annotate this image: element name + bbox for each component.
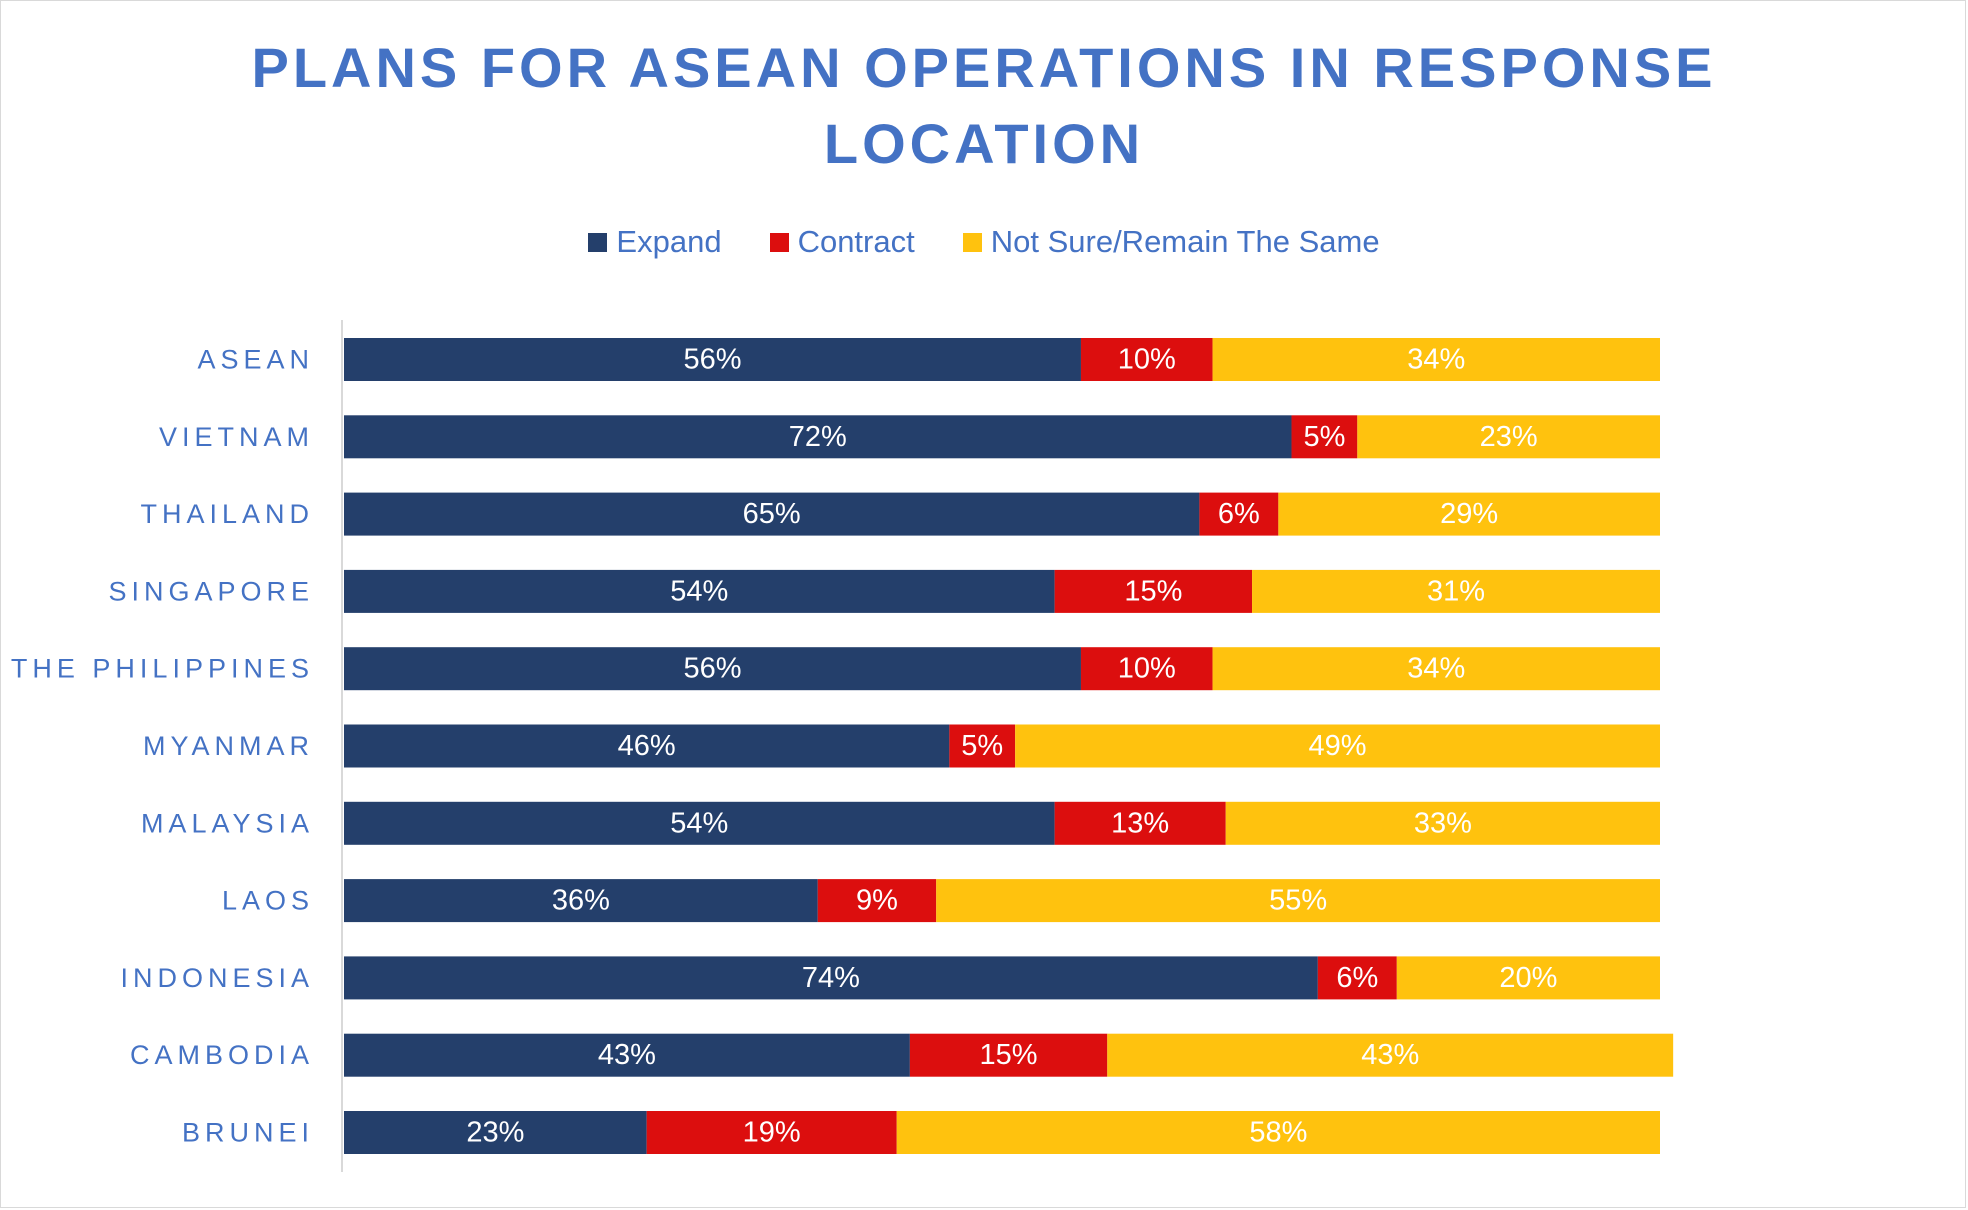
data-label-not-sure-remain-the-same-myanmar: 49% bbox=[1309, 730, 1367, 762]
data-label-contract-cambodia: 15% bbox=[980, 1039, 1038, 1071]
data-label-not-sure-remain-the-same-laos: 55% bbox=[1269, 885, 1327, 917]
bar-not-sure-remain-the-same-thailand bbox=[1278, 492, 1660, 536]
bar-contract-thailand bbox=[1199, 492, 1279, 536]
data-label-expand-brunei: 23% bbox=[466, 1117, 524, 1149]
category-label-indonesia: INDONESIA bbox=[120, 963, 314, 993]
data-label-not-sure-remain-the-same-thailand: 29% bbox=[1440, 498, 1498, 530]
bar-expand-cambodia bbox=[344, 1033, 910, 1077]
legend-item-not-sure: Not Sure/Remain The Same bbox=[962, 222, 1380, 262]
category-label-vietnam: VIETNAM bbox=[159, 422, 314, 452]
bar-not-sure-remain-the-same-cambodia bbox=[1107, 1033, 1674, 1077]
data-label-not-sure-remain-the-same-the-philippines: 34% bbox=[1407, 653, 1465, 685]
category-label-asean: ASEAN bbox=[197, 345, 314, 375]
data-label-not-sure-remain-the-same-singapore: 31% bbox=[1427, 575, 1485, 607]
chart-title-line-1: PLANS FOR ASEAN OPERATIONS IN RESPONSE bbox=[251, 36, 1717, 99]
bar-contract-brunei bbox=[646, 1111, 897, 1154]
bar-contract-asean bbox=[1080, 338, 1213, 381]
data-label-expand-myanmar: 46% bbox=[618, 730, 676, 762]
category-label-cambodia: CAMBODIA bbox=[130, 1040, 314, 1070]
data-label-contract-singapore: 15% bbox=[1124, 575, 1182, 607]
bar-expand-brunei bbox=[344, 1111, 647, 1154]
bar-expand-vietnam bbox=[344, 415, 1292, 459]
category-label-singapore: SINGAPORE bbox=[108, 576, 314, 606]
category-label-the-philippines: THE PHILIPPINES bbox=[11, 654, 314, 684]
category-label-thailand: THAILAND bbox=[140, 499, 314, 529]
data-label-expand-singapore: 54% bbox=[670, 575, 728, 607]
data-label-not-sure-remain-the-same-vietnam: 23% bbox=[1480, 421, 1538, 453]
data-label-not-sure-remain-the-same-asean: 34% bbox=[1407, 344, 1465, 376]
data-label-contract-malaysia: 13% bbox=[1111, 807, 1169, 839]
data-label-expand-laos: 36% bbox=[552, 885, 610, 917]
bar-not-sure-remain-the-same-singapore bbox=[1252, 569, 1660, 613]
bar-expand-asean bbox=[344, 338, 1081, 381]
bar-contract-indonesia bbox=[1317, 956, 1397, 1000]
data-label-expand-asean: 56% bbox=[683, 344, 741, 376]
data-label-contract-brunei: 19% bbox=[743, 1117, 801, 1149]
chart-title: PLANS FOR ASEAN OPERATIONS IN RESPONSE L… bbox=[0, 30, 1968, 182]
data-label-not-sure-remain-the-same-brunei: 58% bbox=[1249, 1117, 1307, 1149]
chart-title-line-2: LOCATION bbox=[823, 112, 1145, 175]
bar-not-sure-remain-the-same-asean bbox=[1212, 338, 1660, 381]
legend-label-contract: Contract bbox=[797, 224, 915, 259]
bar-contract-singapore bbox=[1054, 569, 1253, 613]
bar-expand-malaysia bbox=[344, 801, 1055, 845]
bar-expand-indonesia bbox=[344, 956, 1318, 1000]
data-label-contract-laos: 9% bbox=[856, 885, 898, 917]
bar-expand-laos bbox=[344, 879, 818, 923]
bar-contract-cambodia bbox=[909, 1033, 1108, 1077]
bar-not-sure-remain-the-same-vietnam bbox=[1357, 415, 1660, 459]
bar-not-sure-remain-the-same-myanmar bbox=[1015, 724, 1660, 768]
legend-item-expand: Expand bbox=[588, 222, 722, 262]
bar-contract-vietnam bbox=[1291, 415, 1358, 459]
bar-contract-malaysia bbox=[1054, 801, 1226, 845]
data-label-expand-thailand: 65% bbox=[743, 498, 801, 530]
category-label-laos: LAOS bbox=[222, 886, 314, 916]
legend-item-contract: Contract bbox=[769, 222, 915, 262]
data-label-expand-vietnam: 72% bbox=[789, 421, 847, 453]
bar-not-sure-remain-the-same-the-philippines bbox=[1212, 647, 1660, 691]
category-label-malaysia: MALAYSIA bbox=[141, 808, 314, 838]
bar-expand-myanmar bbox=[344, 724, 950, 768]
legend-swatch-contract bbox=[769, 232, 789, 252]
data-label-contract-the-philippines: 10% bbox=[1118, 653, 1176, 685]
data-label-contract-thailand: 6% bbox=[1218, 498, 1260, 530]
bar-not-sure-remain-the-same-indonesia bbox=[1396, 956, 1660, 1000]
data-label-expand-cambodia: 43% bbox=[598, 1039, 656, 1071]
bar-contract-myanmar bbox=[949, 724, 1016, 768]
data-label-expand-indonesia: 74% bbox=[802, 962, 860, 994]
data-label-not-sure-remain-the-same-malaysia: 33% bbox=[1414, 807, 1472, 839]
category-label-brunei: BRUNEI bbox=[182, 1118, 314, 1148]
bar-not-sure-remain-the-same-laos bbox=[936, 879, 1660, 923]
data-label-not-sure-remain-the-same-indonesia: 20% bbox=[1499, 962, 1557, 994]
data-label-contract-asean: 10% bbox=[1118, 344, 1176, 376]
data-label-not-sure-remain-the-same-cambodia: 43% bbox=[1361, 1039, 1419, 1071]
data-label-contract-vietnam: 5% bbox=[1303, 421, 1345, 453]
bar-expand-thailand bbox=[344, 492, 1200, 536]
bar-contract-laos bbox=[817, 879, 937, 923]
bar-not-sure-remain-the-same-brunei bbox=[896, 1111, 1660, 1154]
data-label-expand-malaysia: 54% bbox=[670, 807, 728, 839]
category-label-myanmar: MYANMAR bbox=[143, 731, 314, 761]
data-label-contract-indonesia: 6% bbox=[1336, 962, 1378, 994]
bar-not-sure-remain-the-same-malaysia bbox=[1225, 801, 1660, 845]
legend-swatch-not-sure bbox=[962, 232, 982, 252]
data-label-contract-myanmar: 5% bbox=[961, 730, 1003, 762]
legend-label-not-sure: Not Sure/Remain The Same bbox=[990, 224, 1380, 259]
bar-expand-the-philippines bbox=[344, 647, 1081, 691]
data-label-expand-the-philippines: 56% bbox=[683, 653, 741, 685]
bar-contract-the-philippines bbox=[1080, 647, 1213, 691]
legend: Expand Contract Not Sure/Remain The Same bbox=[0, 222, 1968, 262]
bar-expand-singapore bbox=[344, 569, 1055, 613]
legend-label-expand: Expand bbox=[616, 224, 722, 259]
legend-swatch-expand bbox=[588, 232, 608, 252]
